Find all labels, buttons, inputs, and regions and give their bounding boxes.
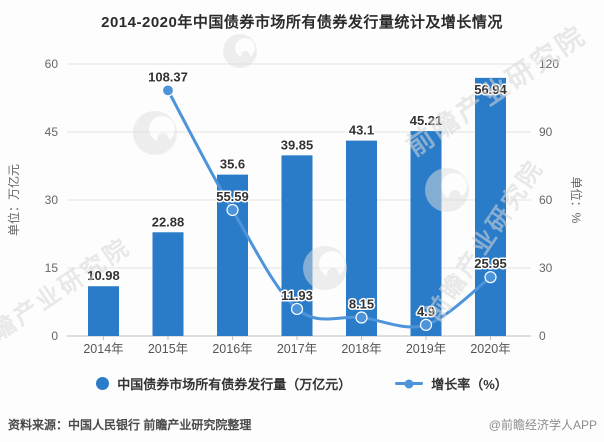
bar-2018年 (346, 140, 377, 336)
x-axis-label: 2018年 (341, 342, 381, 356)
line-point (226, 203, 239, 217)
bar-2019年 (410, 131, 442, 336)
left-axis-title: 单位：万亿元 (6, 164, 21, 236)
legend-line-label: 增长率（%） (431, 377, 508, 392)
bar-value-label: 10.98 (87, 268, 120, 283)
line-series-marker-icon (395, 379, 424, 388)
bar-2020年 (475, 77, 506, 336)
chart-title: 2014-2020年中国债券市场所有债券发行量统计及增长情况 (101, 14, 503, 31)
right-axis-tick-label: 0 (539, 329, 546, 343)
line-value-label: 25.95 (474, 256, 507, 271)
x-axis-label: 2014年 (83, 342, 123, 356)
line-point (419, 318, 433, 331)
legend-item-line[interactable]: 增长率（%） (395, 374, 508, 393)
line-point (290, 302, 304, 316)
line-value-label: 11.93 (281, 288, 313, 303)
bar-value-label: 45.21 (410, 113, 443, 128)
footer: 资料来源：中国人民银行 前瞻产业研究院整理 @前瞻经济学人APP (8, 416, 597, 433)
right-axis-tick-label: 90 (539, 125, 553, 139)
line-value-label: 55.59 (216, 189, 249, 204)
legend-item-bar[interactable]: 中国债券市场所有债券发行量（万亿元） (96, 374, 351, 393)
bar-value-label: 39.85 (281, 137, 314, 152)
combo-chart: 0 0 15 30 30 60 45 90 60 120 单位：万亿元 单位：% 2014年 2015年 2… (6, 57, 584, 356)
bar-value-label: 56.94 (474, 82, 507, 97)
left-axis-tick-label: 15 (45, 261, 59, 275)
left-axis-tick-label: 45 (45, 125, 59, 139)
x-axis-label: 2017年 (277, 342, 317, 356)
line-point (161, 84, 175, 97)
right-axis-title: 单位：% (569, 177, 584, 224)
line-value-label: 8.15 (349, 297, 374, 312)
left-axis-tick-label: 60 (45, 57, 59, 71)
bar-2014年 (88, 286, 119, 336)
x-axis-label: 2020年 (470, 342, 510, 356)
bar-2016年 (217, 174, 248, 336)
bar-value-label: 43.1 (349, 123, 374, 138)
bar-2015年 (152, 232, 184, 336)
right-axis-tick-label: 30 (539, 261, 553, 275)
bar-series-marker-icon (96, 377, 110, 390)
data-source-text: 资料来源：中国人民银行 前瞻产业研究院整理 (8, 418, 252, 432)
left-axis-tick-label: 0 (51, 329, 58, 343)
bar-value-label: 35.6 (220, 157, 245, 172)
chart-legend: 中国债券市场所有债券发行量（万亿元） 增长率（%） (0, 374, 604, 393)
line-point (484, 271, 497, 284)
right-axis-tick-label: 60 (539, 193, 553, 207)
left-axis-tick-label: 30 (45, 193, 59, 207)
line-point (355, 311, 368, 324)
bar-value-label: 22.88 (152, 214, 185, 229)
line-value-label: 108.37 (148, 69, 188, 84)
x-axis-label: 2016年 (212, 342, 252, 356)
x-axis-label: 2019年 (406, 342, 446, 356)
right-axis-tick-label: 120 (539, 57, 559, 71)
line-value-label: 4.9 (417, 304, 435, 319)
x-axis-label: 2015年 (148, 342, 188, 356)
brand-credit-text: @前瞻经济学人APP (488, 418, 597, 432)
legend-bar-label: 中国债券市场所有债券发行量（万亿元） (117, 377, 352, 392)
